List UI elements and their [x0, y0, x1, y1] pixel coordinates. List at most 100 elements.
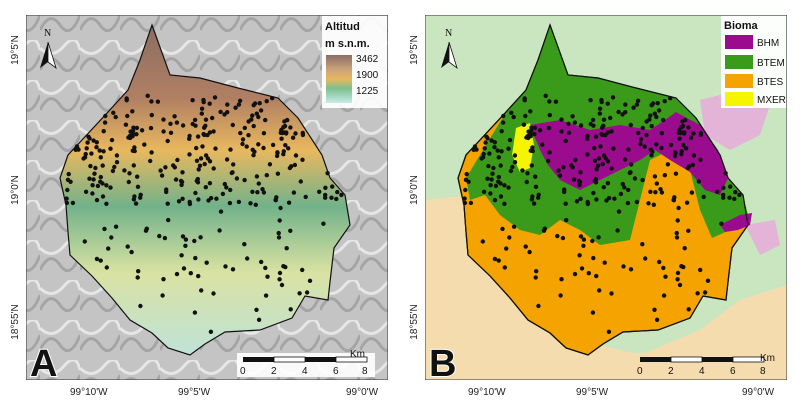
sample-point — [85, 140, 90, 145]
sample-point — [224, 157, 230, 162]
sample-point — [179, 179, 185, 185]
sample-point — [679, 149, 684, 154]
study-area-polygon-elevation — [59, 23, 351, 356]
sample-point — [134, 132, 139, 137]
sample-point — [242, 125, 247, 131]
sample-point — [520, 168, 525, 173]
sample-point — [501, 113, 506, 119]
sample-point — [162, 235, 168, 241]
sample-point — [217, 228, 222, 233]
legend-label-btes: BTES — [757, 77, 783, 88]
sample-point — [628, 122, 633, 128]
sample-point — [506, 185, 511, 190]
scale-tick-a-4: 4 — [302, 366, 308, 377]
study-area-outline-b — [457, 23, 749, 356]
sample-point — [530, 148, 535, 154]
sample-point — [677, 282, 683, 288]
sample-point — [609, 291, 614, 296]
sample-point — [94, 140, 100, 145]
sample-point — [485, 176, 490, 181]
scale-tick-b-6: 6 — [730, 366, 736, 377]
sample-point — [591, 123, 596, 128]
sample-point — [214, 196, 219, 201]
sample-point — [230, 122, 235, 128]
sample-point — [192, 117, 198, 123]
sample-point — [242, 177, 247, 183]
sample-point — [88, 163, 93, 169]
sample-point — [681, 143, 686, 148]
sample-point — [529, 163, 534, 168]
legend-title-altitud: Altitud — [325, 21, 360, 33]
sample-point — [175, 157, 180, 163]
scale-tick-b-4: 4 — [699, 366, 705, 377]
sample-point — [649, 123, 654, 129]
sample-point — [626, 147, 631, 152]
sample-point — [737, 192, 742, 198]
sample-point — [199, 111, 204, 116]
sample-point — [73, 147, 78, 152]
sample-point — [238, 130, 243, 136]
sample-point — [601, 117, 607, 122]
sample-point — [574, 199, 580, 204]
sample-point — [502, 183, 507, 188]
sample-point — [148, 125, 154, 131]
sample-point — [303, 194, 308, 200]
sample-point — [593, 134, 599, 139]
sample-point — [304, 290, 310, 295]
sample-point — [569, 163, 574, 168]
sample-point — [521, 122, 527, 127]
sample-point — [673, 171, 679, 176]
sample-point — [187, 133, 192, 139]
sample-point — [495, 148, 500, 153]
legend-unit: m s.n.m. — [325, 38, 370, 50]
sample-point — [98, 174, 104, 180]
sample-point — [588, 98, 593, 103]
sample-point — [486, 163, 491, 169]
sample-point — [605, 130, 611, 135]
outside-sand-area — [425, 195, 787, 380]
sample-point — [596, 156, 602, 161]
sample-point — [198, 156, 204, 161]
sample-point — [657, 259, 662, 265]
sample-point — [507, 137, 513, 143]
sample-point — [562, 187, 567, 192]
sample-point — [104, 265, 110, 270]
sample-point — [264, 99, 269, 104]
sample-point — [236, 102, 242, 107]
biome-fill-group — [457, 23, 752, 356]
sample-point — [286, 200, 292, 205]
sample-point — [94, 256, 100, 262]
sample-point — [644, 119, 649, 124]
sample-point — [523, 113, 528, 119]
sample-point — [654, 114, 659, 120]
sample-point — [586, 271, 591, 276]
sample-point — [323, 185, 328, 190]
sample-point — [192, 238, 197, 244]
sample-point — [281, 149, 286, 154]
sample-point — [225, 102, 230, 107]
sample-point — [675, 218, 680, 223]
sample-point — [686, 125, 691, 130]
sample-point — [83, 189, 89, 194]
sample-point — [546, 125, 552, 131]
sample-point — [491, 165, 496, 171]
scale-tick-a-0: 0 — [240, 366, 246, 377]
sample-point — [698, 130, 703, 136]
sample-point — [101, 149, 106, 154]
sample-point — [220, 191, 226, 197]
sample-point — [180, 234, 186, 239]
sample-point — [228, 187, 233, 193]
sample-point — [149, 112, 154, 118]
sample-point — [559, 129, 564, 134]
sample-point — [297, 291, 302, 296]
sample-point — [108, 146, 113, 151]
sample-point — [648, 113, 653, 118]
sample-point — [256, 181, 261, 186]
lon-tick-a-3: 99°0'W — [346, 387, 379, 398]
sample-point — [529, 125, 534, 130]
sample-point — [264, 173, 269, 178]
sample-point — [251, 153, 256, 158]
sample-point — [93, 165, 98, 171]
sample-point — [597, 106, 603, 111]
